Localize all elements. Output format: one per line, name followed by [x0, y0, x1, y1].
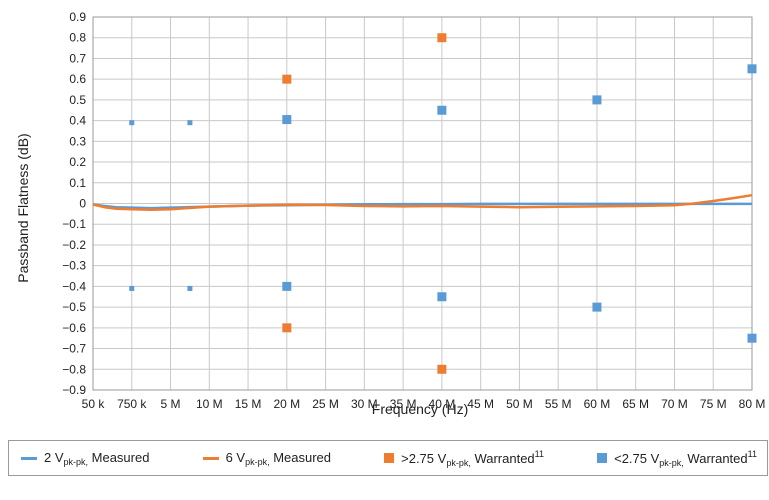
legend-item-6v-measured: 6 Vpk-pk, Measured	[202, 449, 332, 467]
y-tick-label: 0.4	[69, 114, 86, 128]
x-tick-label: 65 M	[622, 397, 649, 411]
y-tick-label: −0.5	[62, 300, 86, 314]
y-tick-label: 0.8	[69, 31, 86, 45]
series-marker-2	[282, 323, 292, 333]
x-tick-label: 5 M	[161, 397, 181, 411]
y-tick-label: −0.6	[62, 321, 86, 335]
x-tick-label: 60 M	[584, 397, 611, 411]
legend-item-above-warranted: >2.75 Vpk-pk, Warranted11	[384, 449, 544, 468]
series-marker-3	[187, 285, 193, 291]
legend-swatch-blue-square	[597, 453, 608, 463]
y-tick-label: 0.1	[69, 176, 86, 190]
y-tick-label: 0	[79, 197, 86, 211]
x-tick-label: 40 M	[429, 397, 456, 411]
x-tick-label: 25 M	[312, 397, 339, 411]
x-tick-label: 15 M	[235, 397, 262, 411]
x-tick-label: 35 M	[390, 397, 417, 411]
series-marker-3	[437, 105, 447, 115]
y-tick-label: −0.1	[62, 217, 86, 231]
y-tick-label: −0.2	[62, 238, 86, 252]
y-tick-label: −0.7	[62, 342, 86, 356]
series-marker-3	[129, 285, 135, 291]
y-tick-label: 0.7	[69, 51, 86, 65]
legend-label: 2 Vpk-pk, Measured	[44, 449, 150, 467]
passband-flatness-chart: 0.9 0.8 0.7 0.6 0.5 0.4 0.3 0.2 0.1 0 −0.1 −0.2 −0.3…	[15, 10, 766, 417]
series-marker-2	[437, 33, 447, 43]
y-tick-label: 0.2	[69, 155, 86, 169]
series-marker-3	[129, 120, 135, 126]
series-marker-2	[282, 74, 292, 84]
series-marker-3	[747, 333, 757, 343]
series-marker-3	[437, 292, 447, 302]
y-tick-label: 0.3	[69, 134, 86, 148]
x-tick-label: 75 M	[700, 397, 727, 411]
x-axis-label: Frequency (Hz)	[372, 401, 468, 417]
y-tick-label: 0.5	[69, 93, 86, 107]
series-markers	[129, 33, 757, 374]
series-line-0	[92, 202, 752, 210]
x-tick-label: 55 M	[545, 397, 572, 411]
series-marker-3	[592, 302, 602, 312]
y-axis-label: Passband Flatness (dB)	[15, 133, 31, 282]
series-marker-3	[187, 120, 193, 126]
series-lines	[92, 193, 753, 211]
x-tick-label: 70 M	[661, 397, 688, 411]
x-tick-label: 20 M	[273, 397, 300, 411]
series-marker-3	[747, 64, 757, 74]
legend-label: >2.75 Vpk-pk, Warranted11	[401, 448, 544, 468]
series-marker-2	[437, 364, 447, 374]
x-tick-label: 750 k	[117, 397, 147, 411]
series-marker-3	[282, 281, 292, 291]
series-line-1	[92, 193, 753, 211]
legend-swatch-orange-square	[384, 453, 395, 463]
y-tick-labels: 0.9 0.8 0.7 0.6 0.5 0.4 0.3 0.2 0.1 0 −0.1 −0.2 −0.3…	[62, 10, 86, 397]
x-tick-label: 50 k	[82, 397, 106, 411]
x-tick-label: 45 M	[467, 397, 494, 411]
x-tick-label: 30 M	[351, 397, 378, 411]
x-tick-label: 10 M	[196, 397, 223, 411]
series-marker-3	[282, 115, 292, 125]
legend: 2 Vpk-pk, Measured 6 Vpk-pk, Measured >2…	[8, 440, 768, 476]
x-tick-labels: 50 k 750 k 5 M 10 M 15 M 20 M 25 M 30 M 35 M 40 M…	[82, 397, 766, 411]
legend-label: <2.75 Vpk-pk, Warranted11	[614, 448, 757, 468]
x-tick-label: 80 M	[739, 397, 766, 411]
y-tick-label: 0.6	[69, 72, 86, 86]
y-tick-label: 0.9	[69, 10, 86, 24]
y-tick-label: −0.9	[62, 383, 86, 397]
legend-swatch-blue-line	[21, 456, 37, 460]
y-tick-label: −0.8	[62, 362, 86, 376]
legend-item-below-warranted: <2.75 Vpk-pk, Warranted11	[597, 449, 757, 468]
x-tick-label: 50 M	[506, 397, 533, 411]
series-marker-3	[592, 95, 602, 105]
y-tick-label: −0.4	[62, 279, 86, 293]
y-tick-label: −0.3	[62, 259, 86, 273]
legend-swatch-orange-line	[202, 456, 219, 460]
legend-item-2v-measured: 2 Vpk-pk, Measured	[21, 450, 149, 467]
legend-label: 6 Vpk-pk, Measured	[225, 449, 332, 467]
